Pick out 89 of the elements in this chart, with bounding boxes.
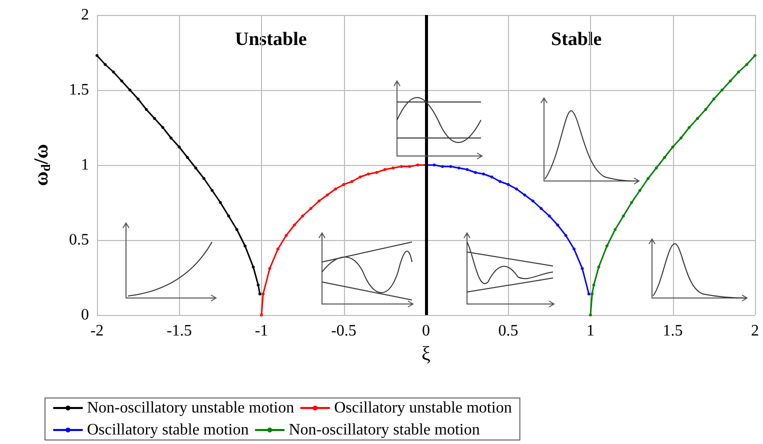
point [383, 168, 386, 171]
point [580, 267, 584, 270]
point [712, 98, 716, 100]
point [262, 292, 265, 296]
point [292, 224, 296, 226]
line-series [96, 54, 262, 296]
point [540, 207, 543, 210]
point [104, 63, 107, 66]
point [358, 176, 362, 178]
x-tick-label: -1.5 [166, 322, 192, 340]
line-series [260, 164, 428, 316]
y-axis-title: ωd/ω [30, 144, 53, 186]
point [268, 267, 272, 270]
point [654, 166, 658, 170]
point [474, 171, 477, 174]
point [227, 214, 230, 218]
point [622, 214, 625, 218]
point [564, 234, 568, 237]
point [252, 266, 255, 268]
point [704, 108, 708, 111]
point [597, 266, 600, 268]
point [737, 70, 740, 74]
x-tick-label: 0 [422, 322, 430, 340]
point [506, 183, 510, 186]
y-tick-label: 1.5 [69, 82, 89, 98]
point [342, 183, 346, 186]
point [630, 201, 634, 204]
x-tick-label: -2 [90, 322, 104, 340]
point [688, 126, 691, 129]
annotation: Unstable [235, 29, 307, 50]
point [605, 244, 608, 248]
point [244, 244, 247, 248]
x-tick-label: -0.5 [331, 322, 356, 340]
point [416, 164, 420, 166]
point [614, 228, 617, 231]
point [256, 284, 260, 286]
line-series [589, 54, 756, 316]
y-tick-label: 0.5 [69, 232, 89, 248]
point [120, 80, 124, 82]
point [301, 214, 304, 218]
point [556, 224, 560, 226]
point [572, 248, 576, 250]
x-tick-label: 0.5 [498, 322, 518, 340]
point [210, 189, 214, 192]
point [466, 168, 469, 171]
x-axis-title: ξ [422, 342, 431, 365]
x-tick-label: -1 [254, 322, 268, 340]
point [490, 176, 494, 178]
point [235, 228, 238, 231]
point [646, 177, 650, 180]
point [258, 292, 262, 296]
point [161, 126, 164, 129]
point [202, 177, 206, 180]
point [194, 166, 198, 170]
point [745, 63, 748, 66]
legend-label: Oscillatory stable motion [87, 422, 249, 438]
point [531, 200, 534, 202]
point [728, 80, 732, 82]
point [590, 292, 594, 296]
point [112, 70, 115, 74]
y-tick-label: 0 [81, 306, 89, 324]
point [326, 194, 329, 196]
point [128, 88, 132, 92]
legend-label: Oscillatory unstable motion [334, 400, 512, 416]
point [284, 234, 288, 237]
point [309, 207, 312, 210]
point [375, 171, 378, 174]
point [218, 201, 222, 204]
point [548, 214, 551, 218]
point [432, 164, 436, 166]
point [144, 108, 148, 111]
x-tick-label: 1 [586, 322, 594, 340]
point [638, 189, 642, 192]
point [523, 194, 526, 196]
point [136, 98, 140, 100]
x-tick-label: 1.5 [662, 322, 683, 340]
point [696, 117, 699, 120]
point [318, 200, 321, 202]
point [592, 284, 596, 286]
point [587, 292, 590, 296]
point [720, 88, 724, 92]
legend-label: Non-oscillatory stable motion [288, 422, 480, 438]
legend-label: Non-oscillatory unstable motion [87, 400, 294, 416]
x-tick-label: 2 [751, 322, 759, 340]
point [671, 146, 674, 148]
point [153, 117, 156, 120]
point [178, 146, 181, 148]
y-tick-label: 2 [81, 6, 89, 24]
y-tick-label: 1 [81, 156, 89, 174]
